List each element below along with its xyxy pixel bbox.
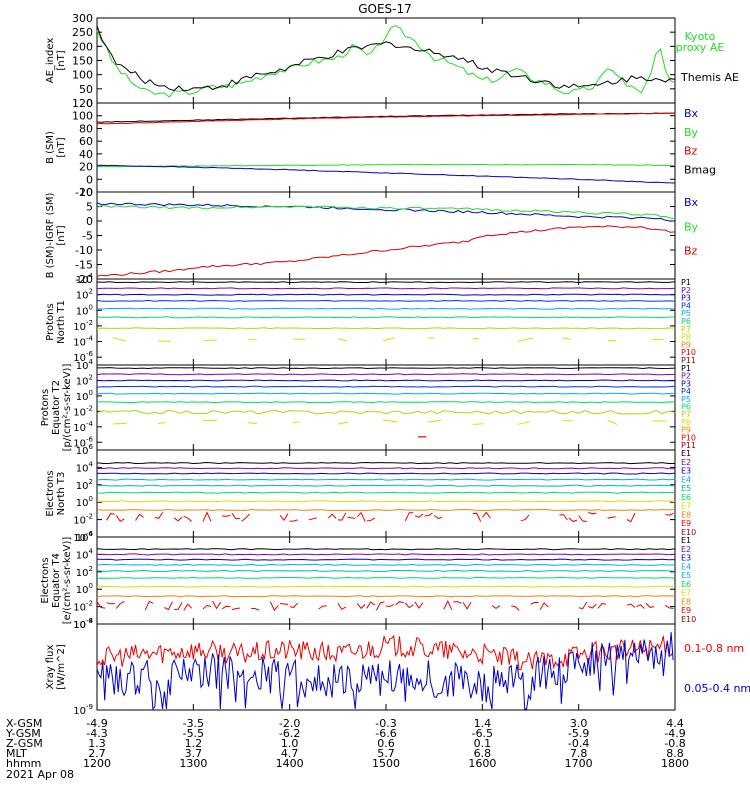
y-axis-label: Xray flux <box>45 645 56 690</box>
y-axis-label: B (SM)-IGRF (SM) <box>45 193 56 279</box>
x-row-value: 1300 <box>179 757 207 770</box>
legend-label: Themis AE <box>680 71 739 84</box>
legend-label: Bx <box>684 196 699 209</box>
y-axis-label: Protons <box>45 303 56 340</box>
channel-label: E8 <box>681 597 691 606</box>
channel-line <box>97 393 675 394</box>
y-tick-label: 0 <box>86 173 93 186</box>
channel-label: E4 <box>681 562 691 571</box>
y-tick-label: 200 <box>72 40 93 53</box>
channel-label: E8 <box>681 510 691 519</box>
figure-title: GOES-17 <box>358 2 412 16</box>
legend-label: 0.05-0.4 nm <box>684 682 750 695</box>
channel-label: E3 <box>681 554 691 563</box>
channel-label: E6 <box>681 580 691 589</box>
y-tick-label: 100 <box>72 69 93 82</box>
legend-label: Bz <box>684 145 698 158</box>
y-tick-label: 40 <box>79 148 93 161</box>
channel-segment <box>113 423 127 424</box>
y-tick-label: 120 <box>72 97 93 110</box>
channel-label: E3 <box>681 467 691 476</box>
y-tick-label: 60 <box>79 135 93 148</box>
y-axis-label: [e/(cm²-s-sr-keV)] <box>62 537 73 625</box>
y-tick-label: -15 <box>75 259 93 272</box>
y-tick-label: 100 <box>72 110 93 123</box>
legend-label: Bmag <box>684 163 716 176</box>
legend-label: Bx <box>684 107 699 120</box>
x-row-value: 1600 <box>468 757 496 770</box>
y-tick-label: 250 <box>72 26 93 39</box>
channel-segment <box>473 424 484 425</box>
y-axis-label: [nT] <box>56 137 67 157</box>
y-axis-label: North T1 <box>56 300 67 344</box>
x-row-value: 1400 <box>276 757 304 770</box>
y-tick-label: -5 <box>82 230 93 243</box>
y-axis-label: B (SM) <box>45 131 56 164</box>
y-axis-label: North T3 <box>56 472 67 516</box>
channel-label: E9 <box>681 606 691 615</box>
channel-label: E4 <box>681 475 691 484</box>
channel-label: E2 <box>681 545 691 554</box>
y-axis-label: AE_index <box>45 38 56 84</box>
y-tick-label: 10 <box>79 186 93 199</box>
y-axis-label: [W/m^2] <box>56 644 67 690</box>
x-row-value: 1700 <box>565 757 593 770</box>
channel-label: E9 <box>681 519 691 528</box>
channel-label: E10 <box>681 615 696 624</box>
channel-label: E6 <box>681 493 691 502</box>
y-tick-label: -10 <box>75 244 93 257</box>
channel-label: E7 <box>681 589 691 598</box>
legend-label: By <box>684 220 699 233</box>
channel-label: E1 <box>681 449 691 458</box>
x-row-value: 1800 <box>661 757 689 770</box>
y-tick-label: 150 <box>72 55 93 68</box>
x-row-value: 1200 <box>83 757 111 770</box>
y-axis-label: Protons <box>40 389 51 426</box>
y-axis-label: [p/(cm²-s-sr-keV)] <box>62 364 73 452</box>
y-tick-label: 5 <box>86 201 93 214</box>
legend-label: 0.1-0.8 nm <box>684 642 744 655</box>
channel-label: E2 <box>681 458 691 467</box>
y-axis-label: [nT] <box>56 50 67 70</box>
legend-label: By <box>684 126 699 139</box>
channel-line <box>97 300 675 301</box>
y-tick-label: 20 <box>79 161 93 174</box>
channel-label: E5 <box>681 571 691 580</box>
y-tick-label: 80 <box>79 122 93 135</box>
channel-label: E7 <box>681 502 691 511</box>
channel-line <box>97 596 675 597</box>
x-row-value: 1500 <box>372 757 400 770</box>
channel-label: E1 <box>681 536 691 545</box>
y-axis-label: Equator T4 <box>51 553 62 608</box>
y-axis-label: [nT] <box>56 225 67 245</box>
x-row-label: hhmm <box>6 757 41 770</box>
y-axis-label: Equator T2 <box>51 380 62 435</box>
y-axis-label: Electrons <box>40 557 51 603</box>
channel-label: E5 <box>681 484 691 493</box>
y-tick-label: 0 <box>86 215 93 228</box>
y-tick-label: 300 <box>72 12 93 25</box>
y-axis-label: Electrons <box>45 470 56 516</box>
legend-label: proxy AE <box>676 41 725 54</box>
y-tick-label: 50 <box>79 83 93 96</box>
legend-label: Bz <box>684 245 698 258</box>
